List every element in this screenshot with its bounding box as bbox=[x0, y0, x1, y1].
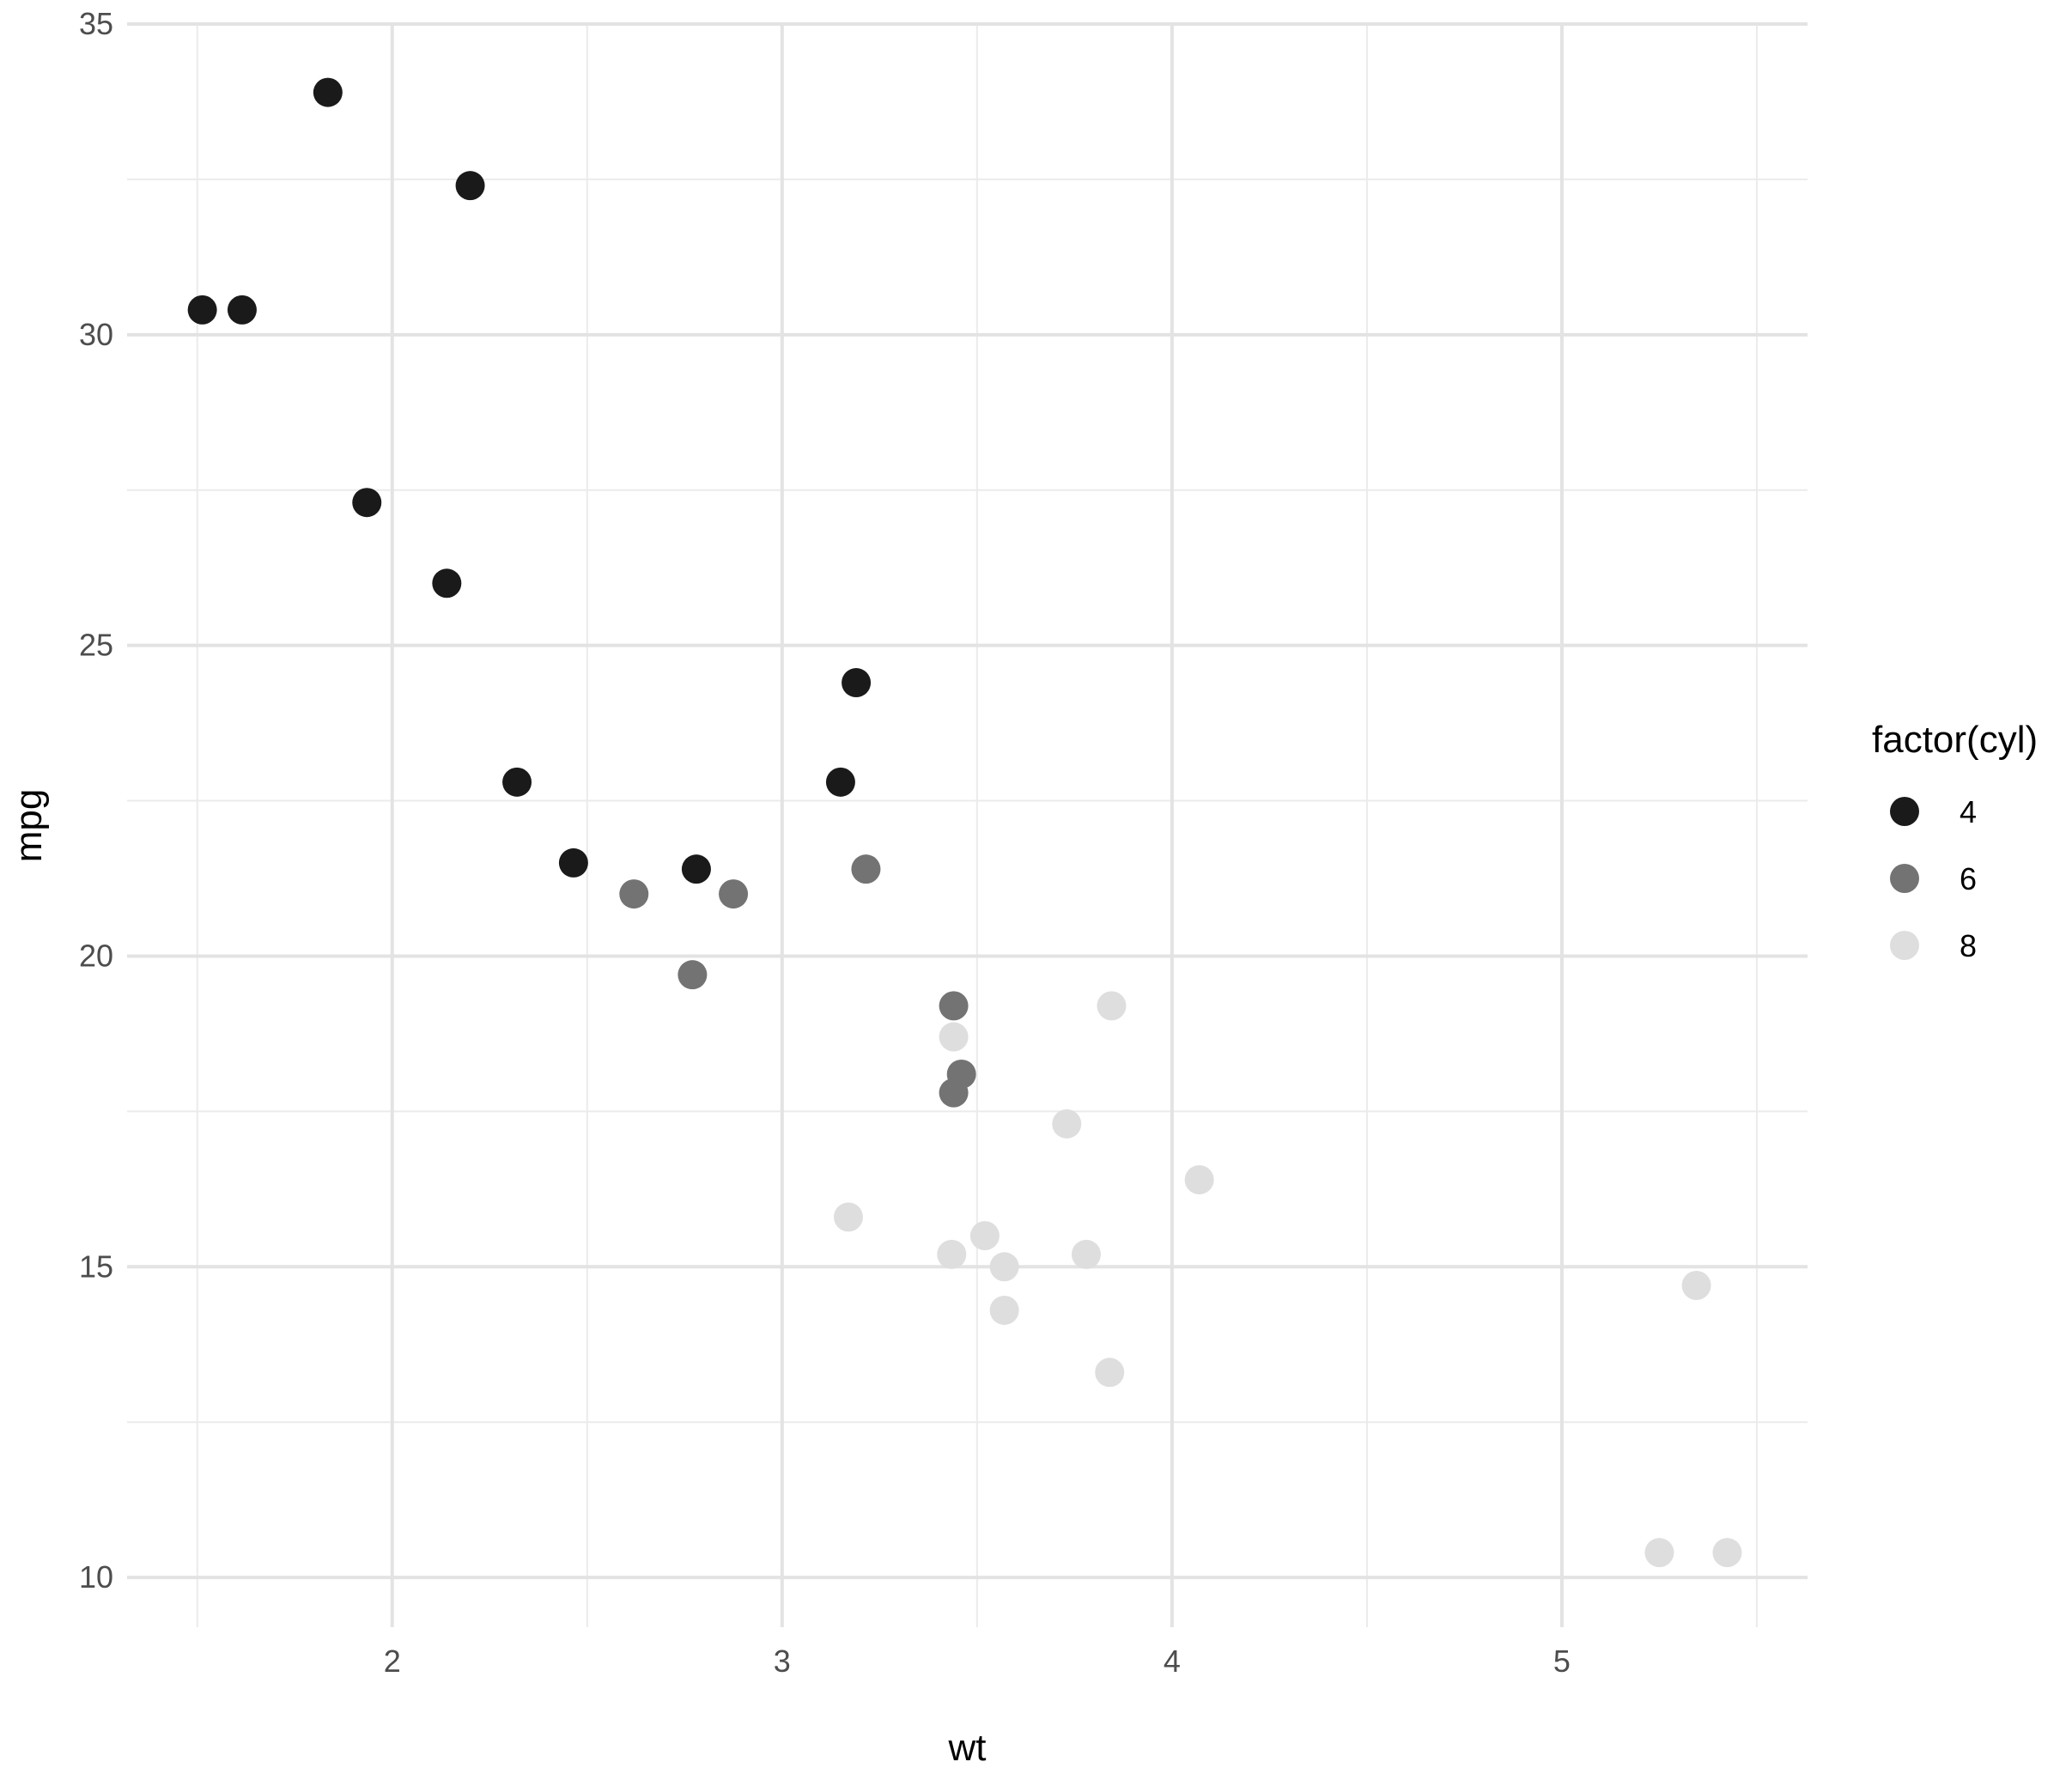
data-point-cyl-6 bbox=[939, 1078, 969, 1108]
legend-key-8 bbox=[1890, 931, 1919, 960]
legend-label-6: 6 bbox=[1960, 861, 1977, 896]
data-point-cyl-8 bbox=[989, 1295, 1019, 1325]
data-point-cyl-6 bbox=[619, 879, 649, 909]
data-point-cyl-4 bbox=[825, 767, 855, 797]
data-points bbox=[187, 77, 1742, 1568]
legend-items: 4 6 8 bbox=[1890, 794, 1977, 963]
legend-key-4 bbox=[1890, 797, 1919, 826]
data-point-cyl-4 bbox=[432, 568, 462, 598]
y-tick-label: 15 bbox=[79, 1248, 113, 1284]
data-point-cyl-4 bbox=[455, 171, 485, 201]
data-point-cyl-8 bbox=[969, 1221, 1000, 1251]
data-point-cyl-8 bbox=[1095, 1358, 1125, 1388]
legend: factor(cyl) 4 6 8 bbox=[1872, 719, 2038, 963]
legend-label-8: 8 bbox=[1960, 928, 1977, 963]
data-point-cyl-4 bbox=[681, 854, 711, 884]
data-point-cyl-4 bbox=[352, 488, 382, 518]
data-point-cyl-6 bbox=[851, 854, 881, 884]
x-tick-label: 3 bbox=[774, 1643, 791, 1679]
data-point-cyl-8 bbox=[1184, 1164, 1214, 1194]
legend-title: factor(cyl) bbox=[1872, 719, 2038, 761]
data-point-cyl-4 bbox=[313, 77, 343, 107]
data-point-cyl-6 bbox=[678, 960, 708, 990]
data-point-cyl-8 bbox=[1052, 1109, 1082, 1139]
x-tick-label: 2 bbox=[384, 1643, 401, 1679]
y-tick-label: 35 bbox=[79, 6, 113, 41]
data-point-cyl-8 bbox=[1681, 1270, 1711, 1300]
data-point-cyl-4 bbox=[227, 295, 257, 325]
data-point-cyl-4 bbox=[558, 848, 588, 878]
y-tick-label: 25 bbox=[79, 628, 113, 663]
data-point-cyl-8 bbox=[1071, 1239, 1101, 1269]
tick-labels: 2 3 4 5 10 15 20 25 30 35 bbox=[79, 6, 1571, 1679]
data-point-cyl-8 bbox=[937, 1239, 967, 1269]
data-point-cyl-8 bbox=[1097, 991, 1127, 1021]
x-axis-title: wt bbox=[948, 1727, 987, 1769]
data-point-cyl-8 bbox=[939, 1022, 969, 1052]
data-point-cyl-8 bbox=[989, 1252, 1019, 1282]
legend-key-6 bbox=[1890, 864, 1919, 893]
data-point-cyl-8 bbox=[1712, 1538, 1742, 1568]
y-axis-title: mpg bbox=[8, 789, 50, 863]
data-point-cyl-4 bbox=[842, 668, 872, 698]
data-point-cyl-6 bbox=[939, 991, 969, 1021]
y-tick-label: 30 bbox=[79, 317, 113, 352]
data-point-cyl-8 bbox=[834, 1202, 864, 1232]
data-point-cyl-4 bbox=[502, 767, 532, 797]
data-point-cyl-8 bbox=[1644, 1538, 1674, 1568]
x-tick-label: 4 bbox=[1164, 1643, 1181, 1679]
grid-layer bbox=[127, 22, 1808, 1627]
data-point-cyl-6 bbox=[719, 879, 749, 909]
y-tick-label: 10 bbox=[79, 1559, 113, 1595]
data-point-cyl-4 bbox=[187, 295, 217, 325]
legend-label-4: 4 bbox=[1960, 794, 1977, 829]
y-tick-label: 20 bbox=[79, 938, 113, 973]
x-tick-label: 5 bbox=[1553, 1643, 1571, 1679]
